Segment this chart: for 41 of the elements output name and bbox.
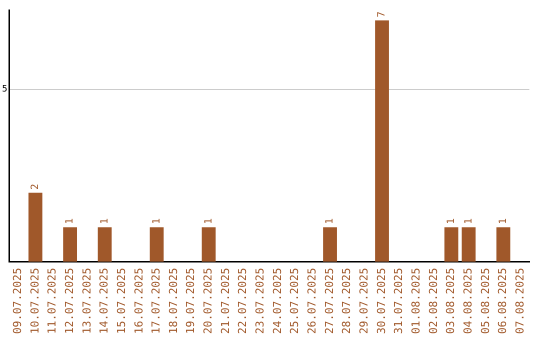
- x-tick-label: 18.07.2025: [166, 268, 180, 334]
- data-label: 1: [498, 218, 509, 224]
- x-tick-label: 14.07.2025: [98, 268, 111, 334]
- x-tick-label: 17.07.2025: [150, 268, 163, 334]
- data-label: 1: [151, 218, 162, 224]
- x-tick-label: 09.07.2025: [10, 268, 24, 334]
- x-tick-label: 01.08.2025: [410, 268, 423, 334]
- data-label: 1: [99, 218, 110, 224]
- x-tick-label: 22.07.2025: [236, 268, 250, 334]
- x-tick-label: 06.08.2025: [496, 268, 510, 334]
- x-tick-label: 03.08.2025: [444, 268, 458, 334]
- data-label: 1: [463, 218, 474, 224]
- x-tick-label: 20.07.2025: [202, 268, 215, 334]
- data-label: 2: [30, 184, 42, 190]
- data-label: 1: [324, 218, 336, 224]
- x-tick-label: 19.07.2025: [184, 268, 198, 334]
- x-tick-label: 29.07.2025: [358, 268, 371, 334]
- x-tick-label: 04.08.2025: [462, 268, 475, 334]
- y-tick-label: 5: [2, 84, 8, 95]
- x-tick-label: 23.07.2025: [254, 268, 267, 334]
- x-tick-label: 27.07.2025: [322, 268, 336, 334]
- x-tick-label: 28.07.2025: [340, 268, 354, 334]
- data-label: 1: [446, 218, 457, 224]
- data-label: 1: [64, 218, 76, 224]
- x-tick-label: 25.07.2025: [288, 268, 302, 334]
- x-tick-label: 31.07.2025: [392, 268, 406, 334]
- x-tick-label: 26.07.2025: [306, 268, 319, 334]
- x-tick-label: 21.07.2025: [218, 268, 232, 334]
- data-label: 1: [203, 218, 214, 224]
- x-tick-label: 11.07.2025: [46, 268, 59, 334]
- x-tick-label: 10.07.2025: [28, 268, 42, 334]
- x-tick-label: 16.07.2025: [132, 268, 146, 334]
- x-tick-label: 24.07.2025: [270, 268, 284, 334]
- x-tick-label: 02.08.2025: [426, 268, 440, 334]
- x-tick-label: 12.07.2025: [62, 268, 76, 334]
- data-label: 7: [376, 11, 388, 18]
- x-tick-label: 30.07.2025: [374, 268, 388, 334]
- x-tick-label: 05.08.2025: [478, 268, 492, 334]
- x-tick-label: 15.07.2025: [114, 268, 128, 334]
- x-tick-label: 07.08.2025: [514, 268, 527, 334]
- x-tick-label: 13.07.2025: [80, 268, 94, 334]
